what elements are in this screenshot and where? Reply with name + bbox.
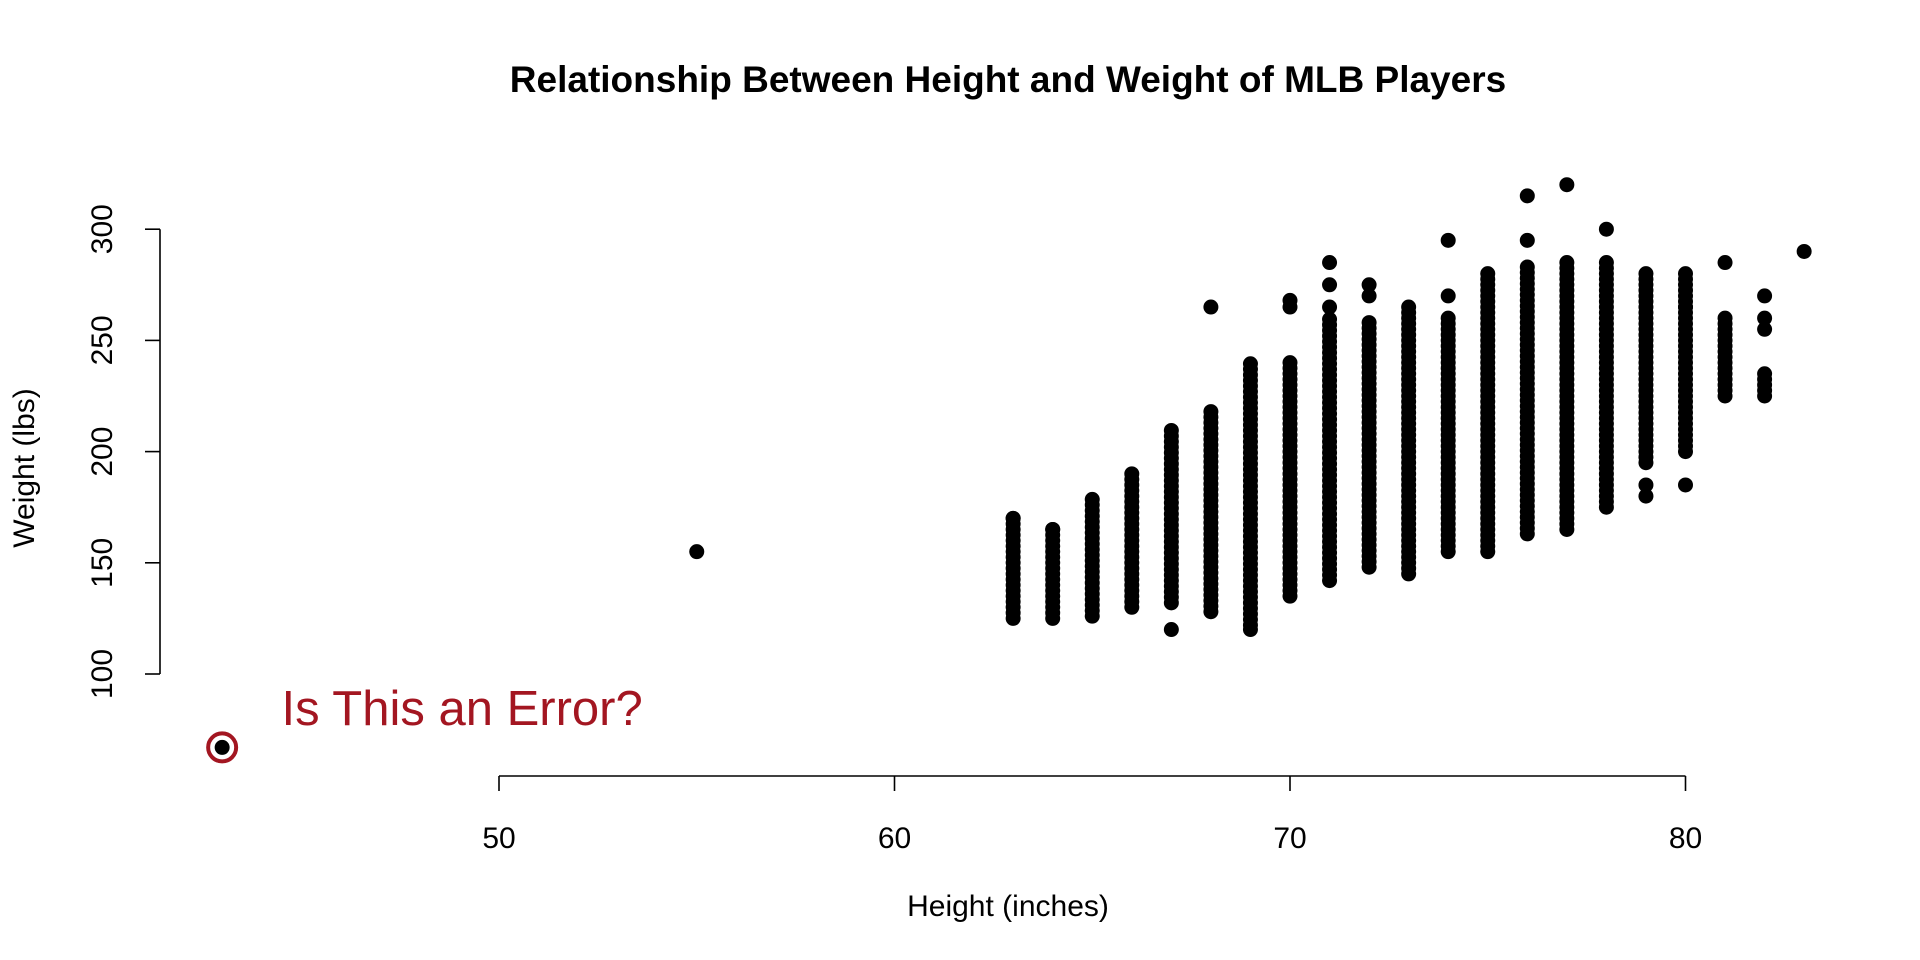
y-tick-label: 200: [86, 427, 119, 477]
data-point: [1678, 299, 1693, 315]
x-tick-label: 70: [1273, 822, 1306, 855]
data-point: [1440, 288, 1456, 304]
data-point: [1598, 255, 1614, 271]
outlier-annotation: Is This an Error?: [281, 682, 642, 736]
x-axis-label: Height (inches): [907, 890, 1109, 923]
data-point: [1678, 477, 1693, 493]
y-axis-ticks: 100 150 200 250 300: [86, 204, 160, 699]
data-point: [1124, 466, 1140, 482]
data-point: [1559, 255, 1575, 271]
chart-title: Relationship Between Height and Weight o…: [510, 59, 1506, 100]
data-point: [1717, 310, 1733, 326]
data-point: [1084, 491, 1100, 507]
data-point: [1282, 299, 1298, 315]
data-point: [1282, 355, 1298, 371]
data-point: [1678, 266, 1693, 282]
data-point: [1519, 188, 1535, 204]
data-point: [1796, 243, 1812, 259]
data-points: [689, 177, 1812, 638]
data-point: [1757, 310, 1773, 326]
data-point: [1361, 315, 1377, 331]
data-point: [1322, 299, 1338, 315]
data-point: [1203, 299, 1219, 315]
x-axis-ticks: 50 60 70 80: [482, 776, 1702, 855]
highlighted-outlier: [206, 731, 239, 764]
data-point: [1163, 622, 1179, 638]
data-point: [1757, 321, 1773, 337]
data-point: [1361, 288, 1377, 304]
data-point: [1638, 266, 1654, 282]
data-point: [1322, 255, 1338, 271]
data-point: [1519, 232, 1535, 248]
data-point: [1005, 510, 1021, 526]
data-point: [689, 544, 705, 560]
outlier-ring: [206, 731, 239, 764]
outlier-point: [214, 739, 230, 755]
data-point: [1598, 221, 1614, 237]
y-axis-label: Weight (lbs): [8, 388, 41, 548]
data-point: [1322, 277, 1338, 293]
data-point: [1401, 299, 1417, 315]
data-point: [1203, 404, 1219, 420]
y-tick-label: 150: [86, 538, 119, 588]
x-tick-label: 50: [482, 822, 515, 855]
data-point: [1519, 259, 1535, 275]
data-point: [1440, 310, 1456, 326]
data-point: [1242, 356, 1258, 372]
data-point: [1638, 488, 1654, 504]
data-point: [1757, 366, 1773, 382]
y-tick-label: 250: [86, 315, 119, 365]
data-point: [1163, 422, 1179, 438]
data-point: [1559, 177, 1575, 193]
x-tick-label: 80: [1669, 822, 1702, 855]
data-point: [1242, 622, 1258, 638]
data-point: [1638, 477, 1654, 493]
data-point: [1480, 266, 1496, 282]
y-tick-label: 300: [86, 204, 119, 254]
data-point: [1322, 311, 1338, 327]
y-tick-label: 100: [86, 649, 119, 699]
data-point: [1717, 255, 1733, 271]
data-point: [1361, 277, 1377, 293]
data-point: [1757, 288, 1773, 304]
x-tick-label: 60: [878, 822, 911, 855]
data-point: [1440, 232, 1456, 248]
data-point: [1045, 521, 1061, 537]
